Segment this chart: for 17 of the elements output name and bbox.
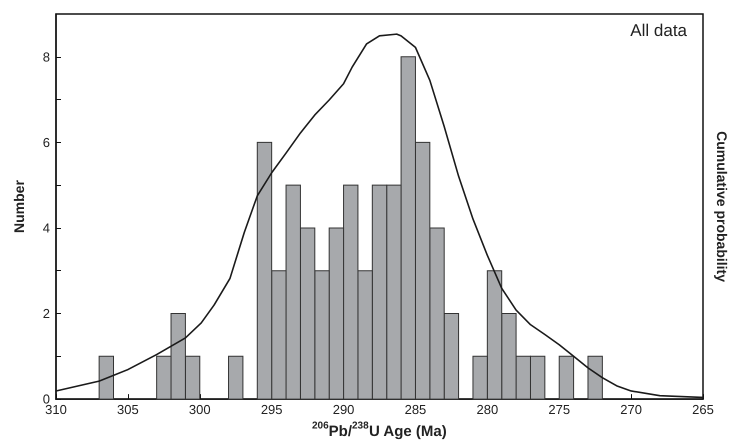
x-tick-label: 270: [620, 402, 642, 418]
x-tick-label: 295: [260, 402, 283, 418]
x-tick-label: 285: [404, 402, 426, 418]
annotation: All data: [630, 21, 688, 40]
x-tick-label: 280: [476, 402, 498, 418]
x-tick-label: 300: [188, 402, 211, 418]
y-tick-label: 2: [42, 306, 50, 322]
y2-axis-title: Cumulative probability: [714, 131, 730, 282]
y-tick-label: 4: [42, 220, 50, 236]
y-axis-title: Number: [11, 180, 27, 234]
x-tick-label: 305: [117, 402, 139, 418]
x-tick-label: 275: [548, 402, 570, 418]
x-tick-label: 290: [332, 402, 354, 418]
y-tick-label: 8: [42, 49, 50, 64]
x-tick-label: 265: [692, 402, 714, 418]
y-tick-label: 6: [42, 134, 50, 150]
x-tick-label: 310: [45, 402, 67, 418]
